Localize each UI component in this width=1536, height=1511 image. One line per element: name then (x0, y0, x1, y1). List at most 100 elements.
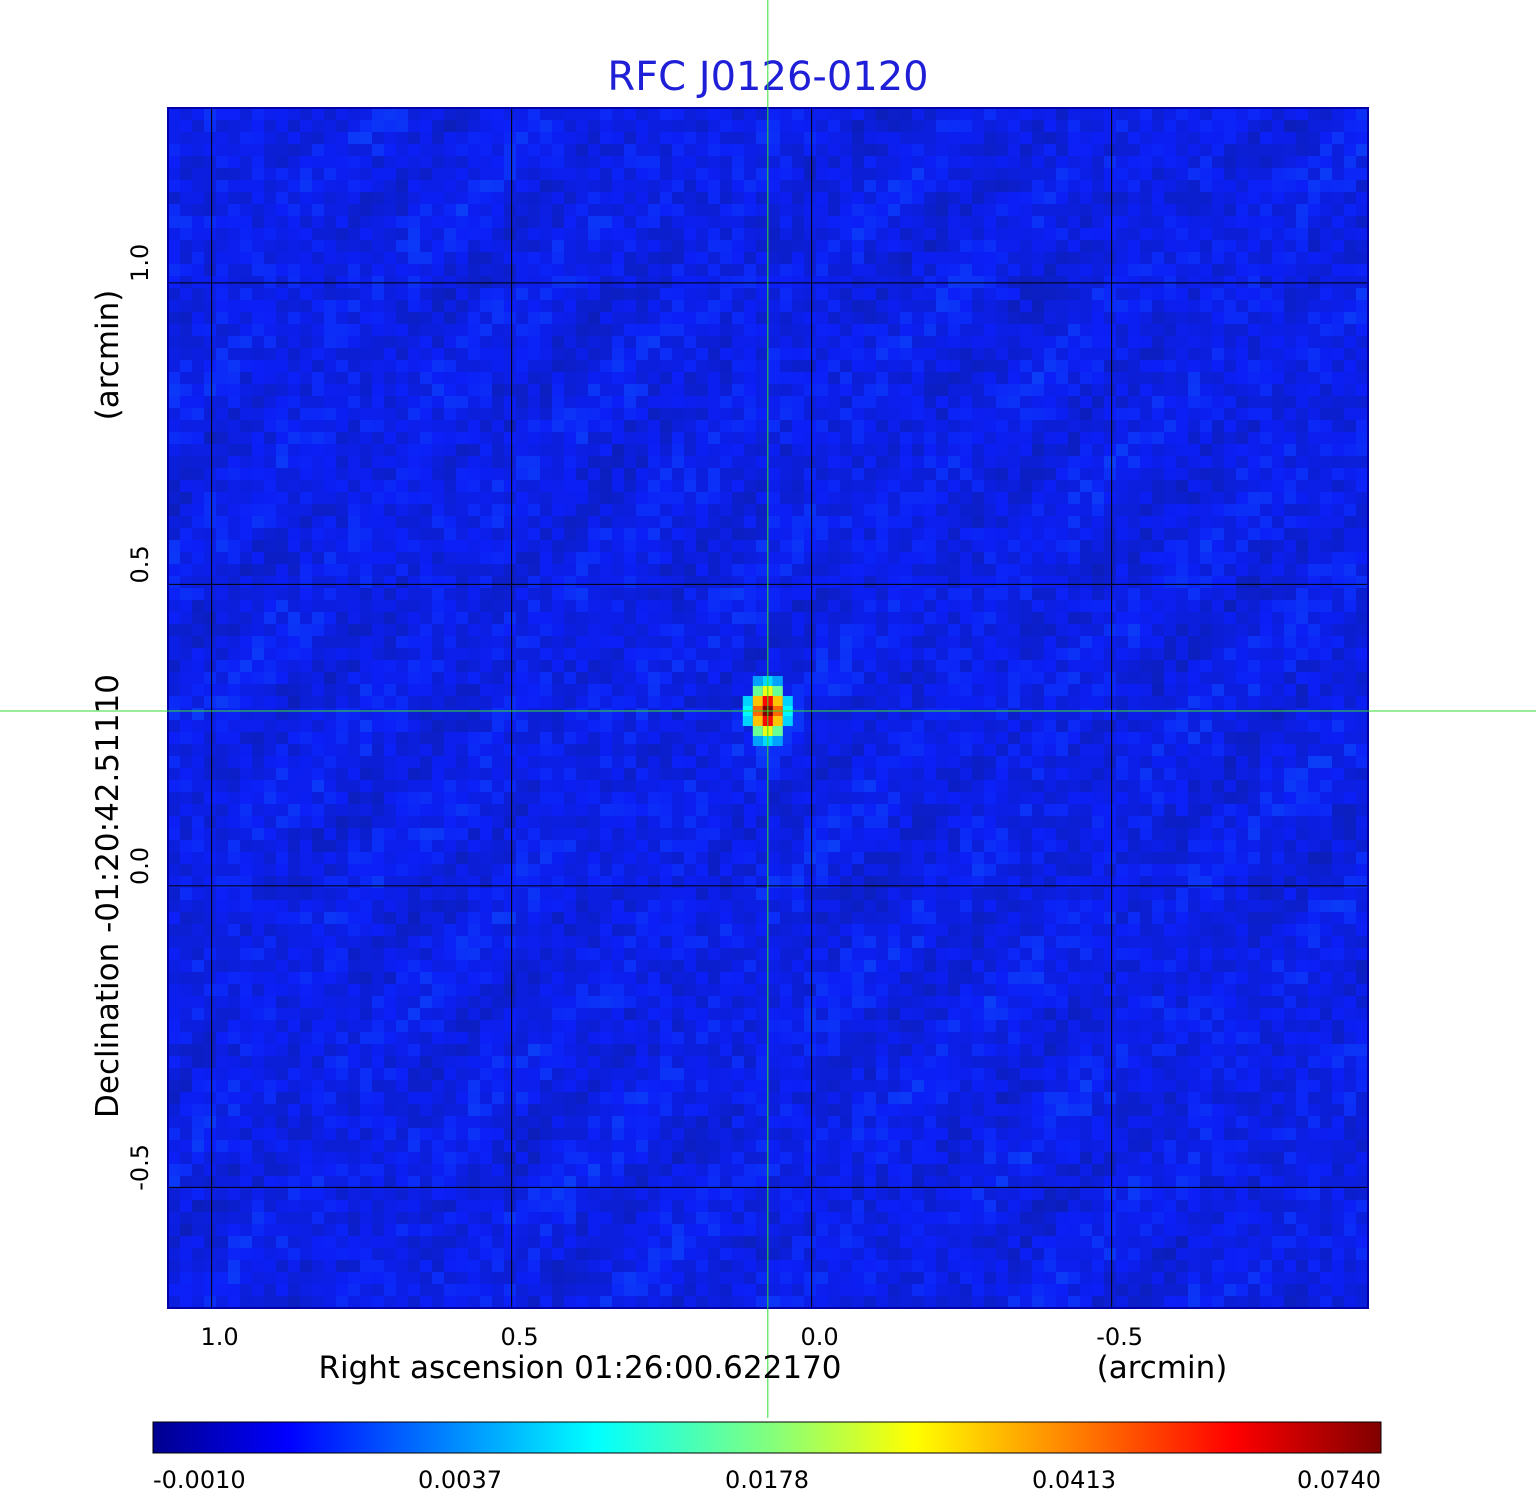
noise-cell (996, 108, 1008, 120)
noise-cell (1200, 600, 1212, 612)
noise-cell (1272, 420, 1284, 432)
noise-cell (684, 204, 696, 216)
noise-cell (672, 372, 684, 384)
noise-cell (1272, 156, 1284, 168)
noise-cell (1356, 120, 1368, 132)
noise-cell (204, 216, 216, 228)
noise-cell (492, 600, 504, 612)
noise-cell (936, 180, 948, 192)
noise-cell (612, 660, 624, 672)
noise-cell (1140, 264, 1152, 276)
noise-cell (900, 228, 912, 240)
noise-cell (204, 156, 216, 168)
noise-cell (876, 336, 888, 348)
noise-cell (924, 288, 936, 300)
noise-cell (720, 588, 732, 600)
noise-cell (924, 648, 936, 660)
noise-cell (564, 132, 576, 144)
noise-cell (996, 516, 1008, 528)
noise-cell (588, 396, 600, 408)
noise-cell (1032, 456, 1044, 468)
noise-cell (1308, 120, 1320, 132)
noise-cell (384, 516, 396, 528)
noise-cell (864, 468, 876, 480)
noise-cell (1128, 528, 1140, 540)
noise-cell (996, 468, 1008, 480)
noise-cell (456, 552, 468, 564)
noise-cell (1212, 576, 1224, 588)
noise-cell (264, 240, 276, 252)
noise-cell (588, 444, 600, 456)
noise-cell (840, 372, 852, 384)
noise-cell (1068, 132, 1080, 144)
noise-cell (1344, 180, 1356, 192)
noise-cell (1272, 432, 1284, 444)
noise-cell (192, 576, 204, 588)
noise-cell (1080, 396, 1092, 408)
noise-cell (1236, 624, 1248, 636)
noise-cell (648, 144, 660, 156)
noise-cell (612, 240, 624, 252)
noise-cell (1260, 624, 1272, 636)
noise-cell (744, 384, 756, 396)
noise-cell (708, 564, 720, 576)
noise-cell (384, 324, 396, 336)
noise-cell (804, 144, 816, 156)
noise-cell (456, 492, 468, 504)
noise-cell (420, 528, 432, 540)
noise-cell (612, 420, 624, 432)
noise-cell (204, 684, 216, 696)
noise-cell (1068, 288, 1080, 300)
noise-cell (1344, 636, 1356, 648)
noise-cell (516, 480, 528, 492)
noise-cell (492, 384, 504, 396)
noise-cell (912, 336, 924, 348)
noise-cell (1212, 156, 1224, 168)
noise-cell (924, 696, 936, 708)
noise-cell (324, 264, 336, 276)
noise-cell (372, 636, 384, 648)
noise-cell (528, 396, 540, 408)
noise-cell (1200, 348, 1212, 360)
noise-cell (264, 516, 276, 528)
noise-cell (456, 204, 468, 216)
noise-cell (168, 336, 180, 348)
noise-cell (324, 132, 336, 144)
noise-cell (720, 576, 732, 588)
noise-cell (432, 216, 444, 228)
noise-cell (288, 264, 300, 276)
noise-cell (336, 276, 348, 288)
noise-cell (1056, 312, 1068, 324)
noise-cell (660, 336, 672, 348)
noise-cell (876, 648, 888, 660)
noise-cell (444, 396, 456, 408)
noise-cell (1200, 372, 1212, 384)
noise-cell (1068, 468, 1080, 480)
noise-cell (996, 672, 1008, 684)
noise-cell (888, 384, 900, 396)
noise-cell (468, 288, 480, 300)
noise-cell (1092, 648, 1104, 660)
noise-cell (1248, 576, 1260, 588)
noise-cell (1332, 432, 1344, 444)
noise-cell (1296, 480, 1308, 492)
noise-cell (300, 432, 312, 444)
noise-cell (408, 192, 420, 204)
noise-cell (1320, 444, 1332, 456)
noise-cell (468, 588, 480, 600)
noise-cell (828, 468, 840, 480)
noise-cell (936, 396, 948, 408)
noise-cell (876, 528, 888, 540)
noise-cell (444, 204, 456, 216)
noise-cell (1068, 480, 1080, 492)
noise-cell (552, 600, 564, 612)
noise-cell (1152, 432, 1164, 444)
noise-cell (540, 264, 552, 276)
noise-cell (972, 204, 984, 216)
noise-cell (816, 168, 828, 180)
noise-cell (1116, 252, 1128, 264)
noise-cell (1020, 612, 1032, 624)
noise-cell (1104, 132, 1116, 144)
noise-cell (720, 468, 732, 480)
noise-cell (372, 204, 384, 216)
